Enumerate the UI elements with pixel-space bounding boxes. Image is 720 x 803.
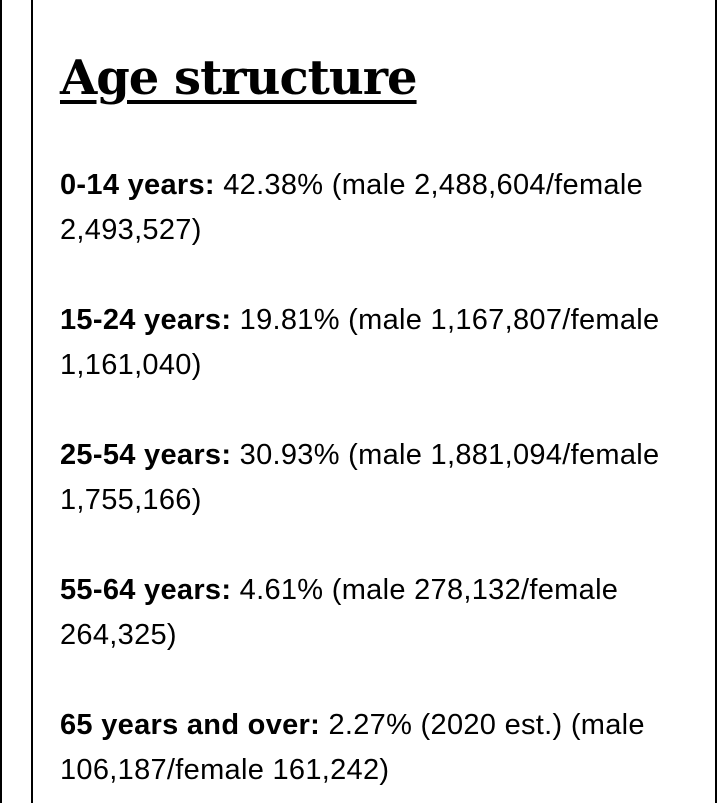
age-group-value: 42.38% (male 2,488,604/female 2,493,527) [60,169,644,246]
age-group-value: 30.93% (male 1,881,094/female 1,755,166) [60,439,660,516]
age-group-entry: 65 years and over: 2.27% (2020 est.) (ma… [60,703,700,793]
age-group-label: 15-24 years: [60,304,232,336]
age-group-label: 0-14 years: [60,169,215,201]
section-title: Age structure [60,50,418,106]
age-group-entry: 0-14 years: 42.38% (male 2,488,604/femal… [60,163,700,253]
content-panel [31,0,717,803]
age-group-value: 2.27% (2020 est.) (male 106,187/female 1… [60,709,645,786]
age-group-label: 65 years and over: [60,709,321,741]
age-group-label: 55-64 years: [60,574,232,606]
age-group-label: 25-54 years: [60,439,232,471]
age-group-entry: 15-24 years: 19.81% (male 1,167,807/fema… [60,298,700,388]
age-group-value: 4.61% (male 278,132/female 264,325) [60,574,619,651]
page-edge-rule [0,0,2,803]
age-group-entry: 25-54 years: 30.93% (male 1,881,094/fema… [60,433,700,523]
age-group-entry: 55-64 years: 4.61% (male 278,132/female … [60,568,700,658]
age-group-value: 19.81% (male 1,167,807/female 1,161,040) [60,304,660,381]
